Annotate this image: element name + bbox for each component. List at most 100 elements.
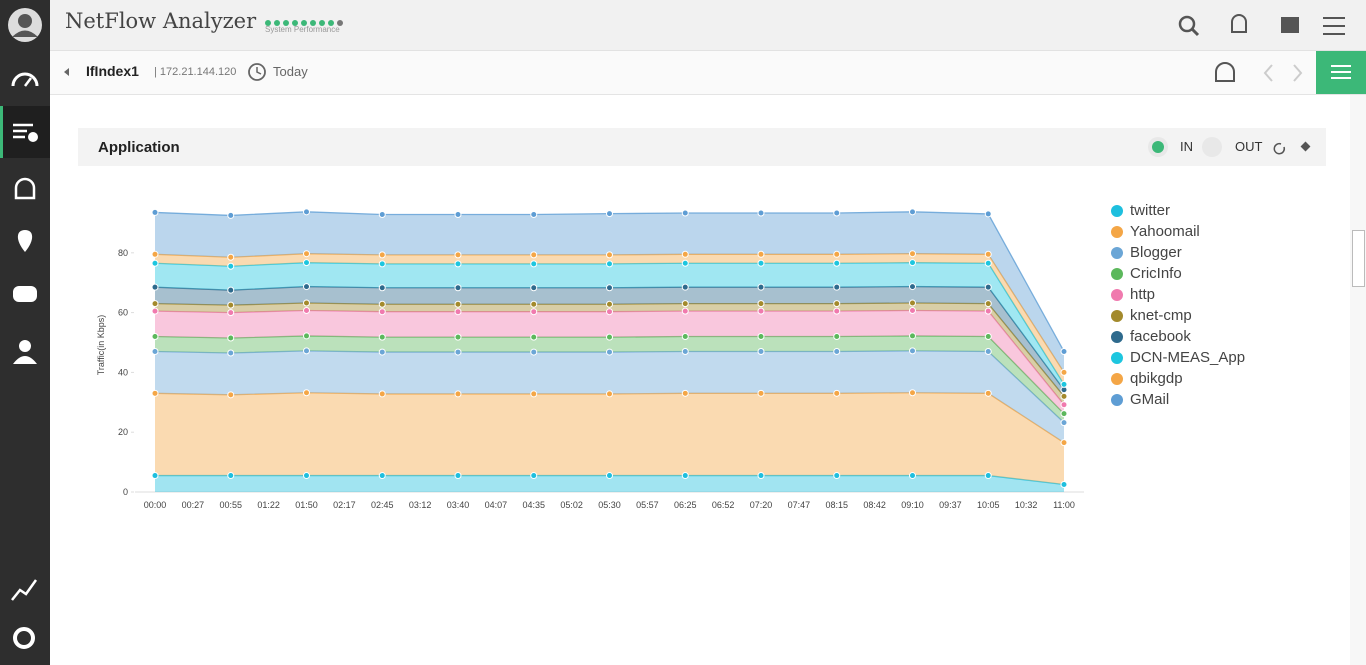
point — [833, 250, 841, 258]
point — [909, 347, 916, 355]
refresh-button[interactable] — [1273, 142, 1286, 155]
point — [681, 472, 689, 480]
legend-swatch[interactable] — [1111, 331, 1123, 343]
dashboard-icon[interactable] — [11, 72, 39, 87]
avatar-head — [18, 14, 32, 28]
settings-icon[interactable] — [13, 627, 35, 649]
status-dots — [265, 13, 346, 31]
point — [757, 300, 765, 308]
legend-swatch[interactable] — [1111, 394, 1123, 406]
scrollbar[interactable] — [1350, 95, 1366, 665]
point — [984, 307, 992, 315]
y-tick-label: 80 — [118, 248, 128, 258]
area-fill — [155, 475, 1064, 492]
point — [833, 389, 841, 397]
dashboard-needle — [24, 77, 32, 87]
top-icons — [1178, 14, 1345, 37]
menu-button[interactable] — [1316, 51, 1366, 94]
point — [681, 300, 689, 308]
point — [681, 283, 689, 291]
point — [530, 284, 538, 292]
point — [757, 307, 765, 315]
point — [757, 347, 765, 355]
alarm-icon[interactable] — [14, 177, 36, 200]
x-tick-label: 10:32 — [1015, 500, 1038, 510]
point — [378, 390, 386, 398]
legend-swatch[interactable] — [1111, 205, 1123, 217]
point — [227, 334, 235, 342]
user-icon[interactable] — [19, 340, 31, 352]
search-icon[interactable] — [1178, 15, 1196, 33]
point — [303, 299, 310, 307]
area-fill — [155, 335, 1064, 423]
map-icon[interactable] — [17, 230, 33, 252]
point — [378, 211, 386, 219]
toggle-in-label[interactable]: IN — [1180, 139, 1193, 154]
bell-icon[interactable] — [1231, 14, 1247, 33]
point — [530, 260, 538, 268]
point — [681, 347, 689, 355]
alarm-button[interactable] — [1215, 62, 1235, 82]
period[interactable]: Today — [273, 64, 308, 79]
point — [151, 300, 159, 308]
clock-icon[interactable] — [247, 62, 267, 82]
x-tick-label: 06:52 — [712, 500, 735, 510]
toggle-out[interactable] — [1202, 137, 1222, 157]
point — [757, 333, 765, 341]
point — [606, 348, 613, 356]
point — [681, 389, 689, 397]
point — [606, 333, 613, 341]
point — [151, 259, 159, 267]
point — [757, 283, 765, 291]
panel-title: Application — [98, 139, 180, 156]
trend-icon[interactable] — [11, 579, 38, 601]
prev-button[interactable] — [1263, 64, 1273, 82]
y-tick-label: 40 — [118, 367, 128, 377]
x-tick-label: 00:55 — [219, 500, 242, 510]
legend-swatch[interactable] — [1111, 268, 1123, 280]
back-arrow[interactable] — [62, 67, 72, 77]
point — [909, 472, 916, 480]
legend-swatch[interactable] — [1111, 226, 1123, 238]
point — [151, 250, 159, 258]
point — [151, 307, 159, 315]
point — [833, 209, 841, 217]
legend-label: knet-cmp — [1130, 307, 1192, 324]
chat-icon[interactable] — [13, 286, 37, 302]
x-tick-label: 04:35 — [522, 500, 545, 510]
toggle-out-label[interactable]: OUT — [1235, 139, 1263, 154]
legend-label: http — [1130, 286, 1155, 303]
settings-sliders[interactable] — [1323, 17, 1345, 35]
point — [454, 300, 462, 308]
point — [1060, 380, 1068, 388]
point — [681, 209, 689, 217]
area-fill — [155, 350, 1064, 443]
point — [454, 390, 462, 398]
user-icon-body — [13, 356, 37, 364]
point — [984, 333, 992, 341]
x-tick-label: 09:37 — [939, 500, 962, 510]
point — [833, 333, 841, 341]
legend-swatch[interactable] — [1111, 310, 1123, 322]
legend-swatch[interactable] — [1111, 352, 1123, 364]
legend-label: CricInfo — [1130, 265, 1182, 282]
legend-label: Blogger — [1130, 244, 1182, 261]
x-tick-label: 03:40 — [447, 500, 470, 510]
point — [454, 333, 462, 341]
point — [681, 307, 689, 315]
area-fill — [155, 286, 1064, 397]
point — [454, 211, 462, 219]
next-button[interactable] — [1293, 64, 1303, 82]
legend-label: twitter — [1130, 202, 1170, 219]
x-tick-label: 01:22 — [257, 500, 280, 510]
device-icon[interactable] — [1281, 17, 1299, 33]
legend-swatch[interactable] — [1111, 373, 1123, 385]
expand-button[interactable] — [1300, 141, 1311, 152]
legend-swatch[interactable] — [1111, 247, 1123, 259]
subbar: IfIndex1 | 172.21.144.120 Today — [50, 51, 1366, 95]
legend-swatch[interactable] — [1111, 289, 1123, 301]
point — [454, 472, 462, 480]
point — [530, 333, 538, 341]
point — [151, 208, 159, 216]
